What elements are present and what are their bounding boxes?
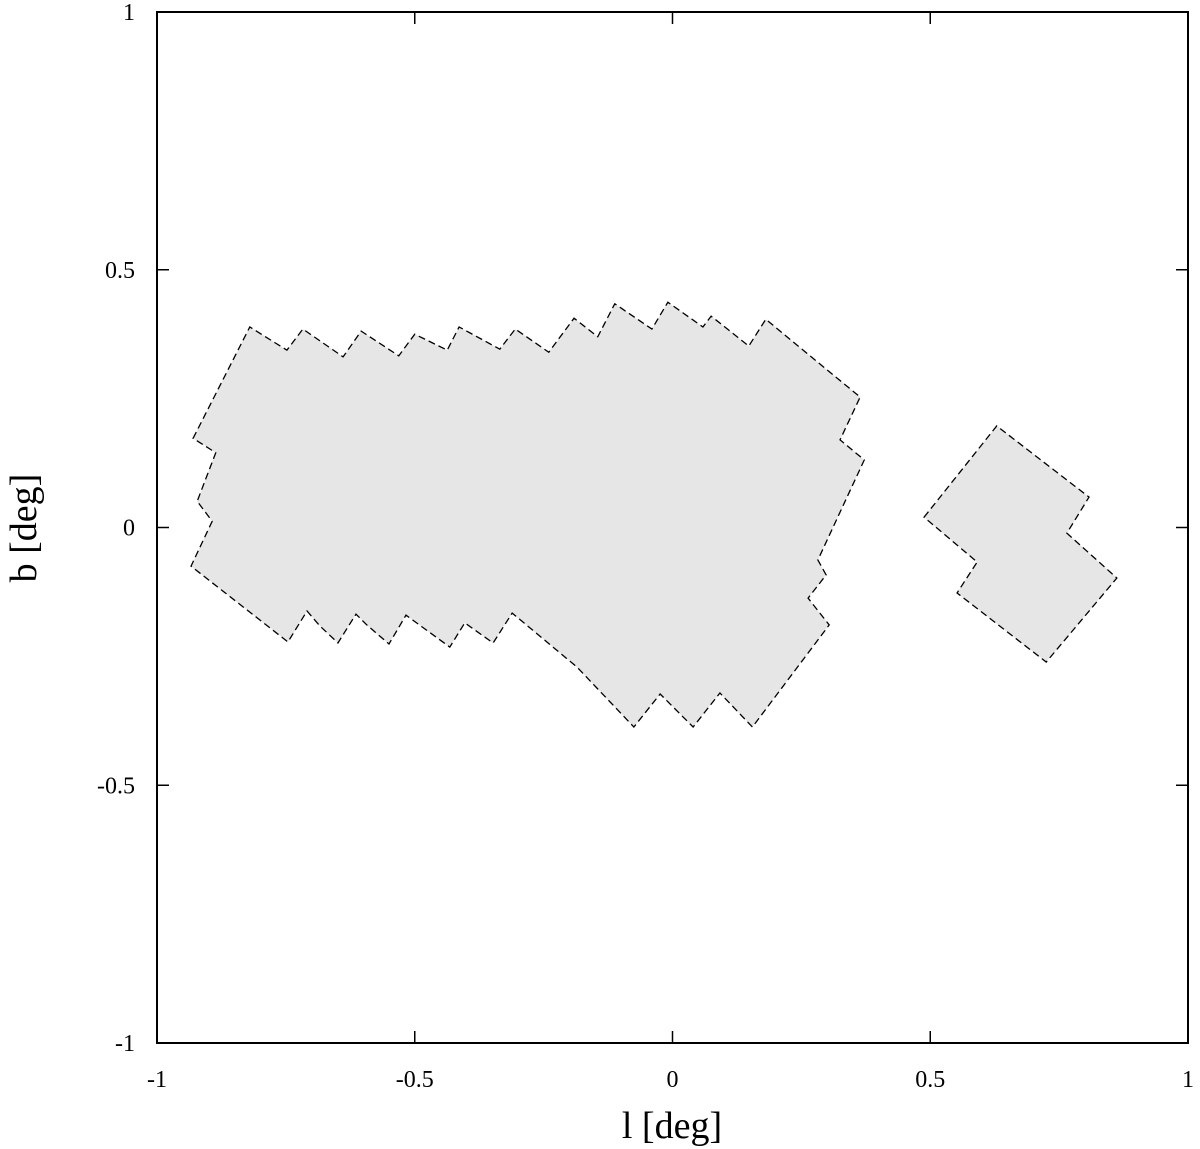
- x-tick-label: 1: [1182, 1067, 1194, 1093]
- y-axis-label: b [deg]: [3, 474, 45, 583]
- region: [923, 425, 1118, 663]
- x-tick-label: -0.5: [396, 1067, 434, 1093]
- x-tick-label: 0.5: [915, 1067, 945, 1093]
- y-tick-label: -1: [115, 1031, 135, 1057]
- x-tick-label: 0: [667, 1067, 679, 1093]
- region: [190, 301, 866, 729]
- plot-frame: [156, 11, 1189, 1044]
- y-tick-label: 0: [123, 516, 135, 542]
- y-tick-label: 0.5: [105, 258, 135, 284]
- y-tick-label: -0.5: [97, 773, 135, 799]
- y-tick-label: 1: [123, 0, 135, 26]
- x-axis-label: l [deg]: [622, 1105, 722, 1147]
- x-tick-label: -1: [147, 1067, 167, 1093]
